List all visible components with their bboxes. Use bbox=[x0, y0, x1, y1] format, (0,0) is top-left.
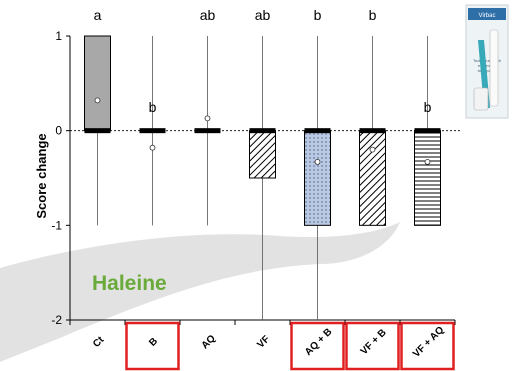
mean-point bbox=[314, 159, 321, 165]
category-label: VF + B bbox=[359, 327, 389, 357]
bar bbox=[304, 130, 331, 226]
mean-point bbox=[204, 115, 211, 122]
category-highlight-box bbox=[345, 321, 400, 371]
category-highlight-box bbox=[290, 321, 345, 371]
significance-letter: b bbox=[149, 99, 157, 115]
product-line-1: Toothbrush with bbox=[473, 58, 501, 63]
category-highlight-box bbox=[125, 321, 180, 371]
bar bbox=[414, 130, 441, 226]
y-tick-label: 0 bbox=[55, 124, 62, 138]
mean-point bbox=[149, 144, 156, 151]
mean-point bbox=[424, 159, 431, 165]
mean-point bbox=[369, 146, 376, 153]
y-tick-label: 1 bbox=[55, 29, 62, 43]
category-label: B bbox=[147, 336, 160, 349]
product-line-2: enzymatic bbox=[478, 63, 496, 68]
zero-median-mark bbox=[84, 128, 111, 134]
zero-median-mark bbox=[414, 128, 441, 134]
y-tick-label: -2 bbox=[51, 313, 62, 327]
category-label: AQ + B bbox=[303, 326, 335, 358]
significance-letter: ab bbox=[200, 7, 216, 23]
significance-letter: ab bbox=[255, 7, 271, 23]
zero-median-mark bbox=[249, 128, 276, 134]
bar bbox=[359, 130, 386, 226]
zero-median-mark bbox=[359, 128, 386, 134]
category-highlight-box bbox=[400, 321, 455, 371]
overlay-title-haleine: Haleine bbox=[92, 272, 167, 295]
category-label: Ct bbox=[91, 334, 107, 350]
significance-letter: b bbox=[314, 7, 322, 23]
product-line-3: toothpaste bbox=[478, 68, 497, 73]
category-label: VF bbox=[255, 334, 272, 351]
product-box-text: Virbac bbox=[479, 13, 496, 19]
zero-median-mark bbox=[139, 128, 166, 134]
mean-point bbox=[94, 97, 101, 104]
significance-letter: a bbox=[94, 7, 102, 23]
zero-median-mark bbox=[304, 128, 331, 134]
bar bbox=[249, 130, 276, 179]
bar bbox=[84, 35, 111, 132]
zero-median-mark bbox=[194, 128, 221, 134]
category-label: AQ bbox=[200, 333, 219, 352]
category-label: VF + AQ bbox=[411, 324, 446, 359]
significance-letter: b bbox=[369, 7, 377, 23]
y-tick-label: -1 bbox=[51, 218, 62, 232]
product-image: Virbac Toothbrush with enzymatic toothpa… bbox=[465, 4, 509, 119]
y-axis-label: Score change bbox=[34, 133, 49, 218]
significance-letter: b bbox=[424, 99, 432, 115]
background-swoosh bbox=[0, 222, 400, 362]
